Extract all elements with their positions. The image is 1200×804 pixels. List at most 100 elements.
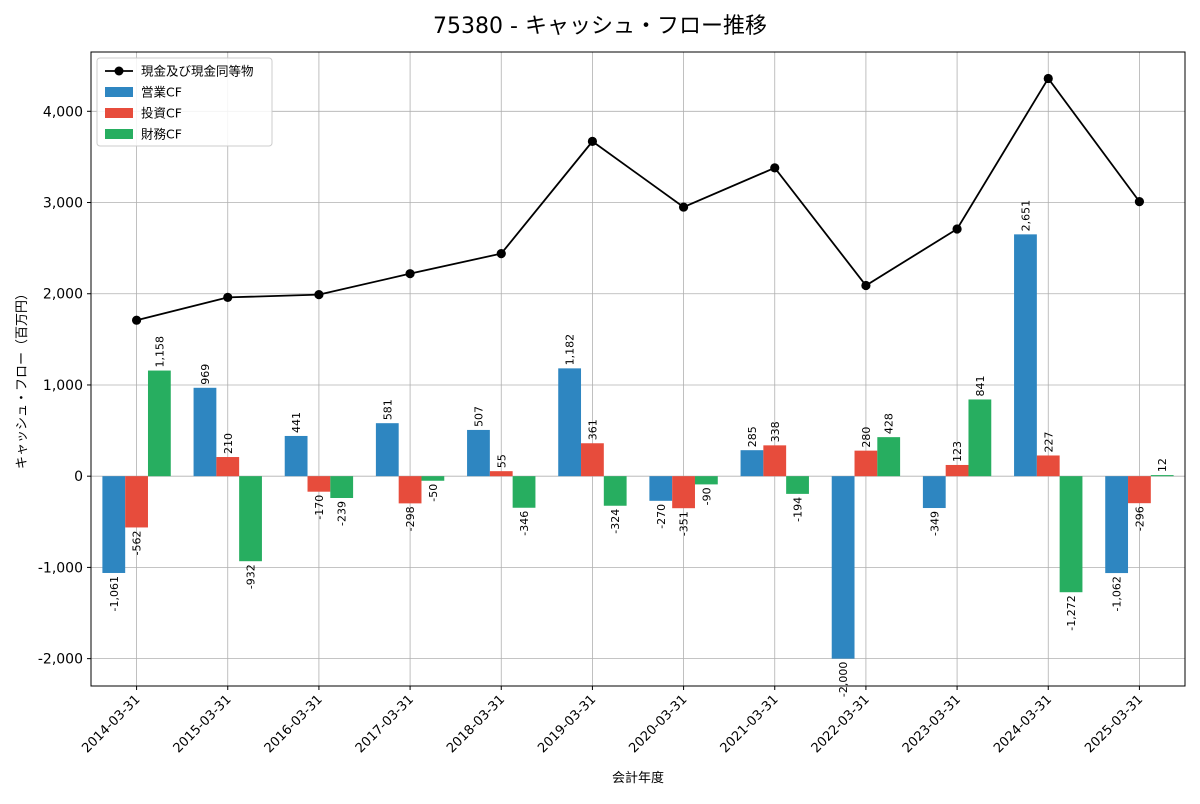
bar-value-label: 210 — [222, 433, 235, 454]
bar — [558, 368, 582, 477]
bars — [102, 234, 1174, 659]
cash-line-point — [314, 290, 324, 300]
cash-line-point — [131, 315, 142, 325]
bar-value-label: 338 — [769, 421, 782, 442]
bar — [1014, 234, 1037, 477]
bar — [512, 476, 536, 508]
bar — [307, 476, 331, 492]
bar — [284, 435, 308, 477]
bar — [831, 476, 855, 659]
bar — [1036, 455, 1060, 477]
bar-value-label: -1,272 — [1065, 595, 1078, 630]
bar — [968, 399, 992, 477]
bar-value-label: -2,000 — [837, 662, 850, 697]
legend-marker — [114, 66, 124, 76]
bar — [877, 437, 901, 477]
legend-label: 営業CF — [141, 85, 182, 100]
chart-title: 75380 - キャッシュ・フロー推移 — [433, 14, 767, 39]
bar — [375, 423, 399, 477]
bar — [581, 443, 604, 477]
bar-value-label: 581 — [381, 399, 394, 420]
bar — [603, 476, 627, 506]
cash-line-point — [861, 280, 871, 291]
bar-value-label: 12 — [1156, 458, 1169, 472]
bar — [1059, 476, 1083, 593]
bar-value-label: 227 — [1042, 431, 1055, 452]
bar-value-label: -270 — [655, 504, 668, 529]
legend-label: 投資CF — [141, 106, 182, 121]
bar-value-label: -90 — [700, 487, 713, 505]
bar — [102, 476, 126, 573]
bar-value-label: 280 — [860, 427, 873, 448]
legend-bar-swatch — [105, 129, 133, 139]
bar-value-label: 1,182 — [564, 334, 577, 366]
grid-lines — [91, 52, 1185, 686]
y-tick-label: 4,000 — [43, 104, 83, 120]
bar-value-label: 841 — [974, 375, 987, 396]
y-axis-label: キャッシュ・フロー（百万円） — [15, 287, 30, 469]
bar — [239, 476, 262, 562]
y-tick-label: 3,000 — [43, 196, 83, 212]
x-tick-label: 2023-03-31 — [900, 692, 964, 756]
bar-value-label: -298 — [404, 506, 417, 531]
y-tick-label: -1,000 — [38, 560, 83, 576]
bar-value-label: -1,062 — [1111, 576, 1124, 611]
legend-label: 財務CF — [141, 127, 182, 142]
bar-value-label: -239 — [336, 501, 349, 526]
bar-value-label: 441 — [290, 412, 303, 433]
bar-value-label: 285 — [746, 426, 759, 447]
x-tick-label: 2025-03-31 — [1082, 692, 1146, 756]
bar — [672, 476, 695, 509]
x-tick-label: 2021-03-31 — [718, 692, 782, 756]
bar — [489, 471, 513, 477]
bar — [216, 457, 240, 477]
x-tick-label: 2016-03-31 — [262, 692, 326, 756]
bar-value-label: 507 — [472, 406, 485, 427]
cash-line-point — [405, 269, 415, 279]
legend-label: 現金及び現金同等物 — [141, 64, 254, 79]
bar — [740, 450, 764, 477]
bar — [1128, 476, 1151, 504]
bar — [649, 476, 673, 501]
bar — [421, 476, 445, 481]
bar-value-label: 55 — [495, 454, 508, 468]
bar — [922, 476, 946, 509]
y-tick-label: 2,000 — [43, 287, 83, 303]
cash-line-point — [496, 249, 506, 259]
x-tick-label: 2024-03-31 — [991, 692, 1055, 756]
bar-value-label: -562 — [131, 530, 144, 555]
cash-line-point — [952, 224, 962, 234]
x-tick-label: 2022-03-31 — [809, 692, 873, 756]
x-tick-label: 2015-03-31 — [171, 692, 235, 756]
cash-line — [131, 73, 1145, 325]
bar-value-label: -349 — [928, 511, 941, 536]
bar — [763, 445, 787, 477]
bar-value-label: -346 — [518, 511, 531, 536]
bar-value-label: -296 — [1133, 506, 1146, 531]
bar-value-label: -932 — [245, 564, 258, 589]
bar-value-label: 969 — [199, 364, 212, 385]
cash-line-point — [1043, 73, 1053, 84]
bar — [945, 464, 969, 477]
bar-value-label: 1,158 — [153, 336, 166, 368]
bar-value-label: -351 — [678, 511, 691, 536]
bar-value-label: 123 — [951, 441, 964, 462]
plot-frame — [90, 51, 1186, 687]
bar-value-label: -194 — [792, 497, 805, 522]
cash-line-point — [770, 163, 780, 173]
bar — [330, 476, 354, 498]
bar-value-label: 2,651 — [1019, 200, 1032, 232]
bar-value-labels: -1,061 969 441 581 507 1,182 -270 285 -2,000 -349… — [108, 200, 1169, 697]
x-axis-label: 会計年度 — [612, 770, 664, 786]
bar — [125, 476, 148, 528]
bar-value-label: -324 — [609, 509, 622, 534]
cash-line-point — [587, 136, 598, 146]
x-tick-label: 2019-03-31 — [535, 692, 599, 756]
bar — [786, 476, 809, 494]
bar — [467, 429, 490, 477]
bar — [147, 370, 171, 477]
bar-value-label: 428 — [883, 413, 896, 434]
cash-line-path — [136, 76, 1141, 322]
